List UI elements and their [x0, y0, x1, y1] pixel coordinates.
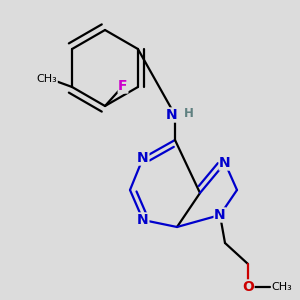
Text: O: O [242, 280, 254, 294]
Text: N: N [137, 151, 149, 165]
Text: N: N [214, 208, 226, 222]
Text: N: N [166, 108, 178, 122]
Text: N: N [219, 156, 231, 170]
Text: CH₃: CH₃ [37, 74, 58, 84]
Text: N: N [137, 213, 149, 227]
Text: H: H [184, 107, 194, 120]
Text: CH₃: CH₃ [272, 282, 292, 292]
Text: F: F [118, 79, 128, 93]
